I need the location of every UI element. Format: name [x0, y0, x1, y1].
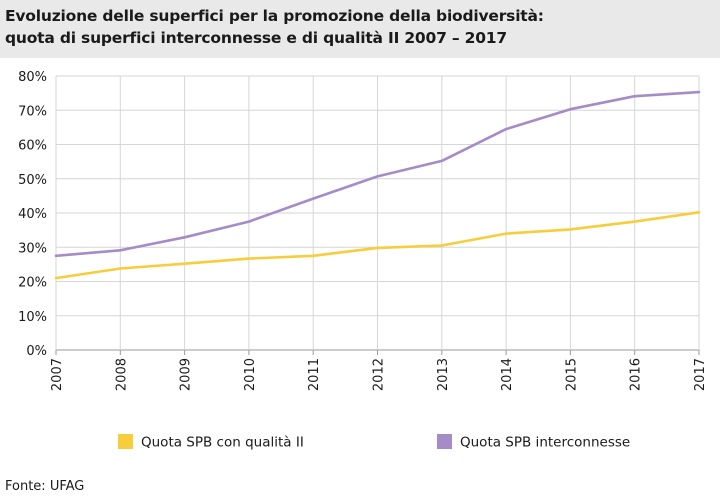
- series-2-point: [119, 249, 122, 252]
- y-tick-label: 10%: [18, 310, 47, 325]
- series-1-point: [633, 220, 636, 223]
- series-2-point: [312, 197, 315, 200]
- series-2-point: [376, 175, 379, 178]
- y-tick-label: 80%: [18, 70, 47, 85]
- series-lines: [54, 90, 701, 280]
- y-tick-label: 30%: [18, 241, 47, 256]
- series-2-point: [247, 220, 251, 223]
- series-1-point: [119, 267, 122, 270]
- y-tick-label: 60%: [18, 139, 47, 154]
- y-tick-label: 0%: [26, 344, 47, 359]
- footer-band: [0, 465, 720, 499]
- chart-title-line-2: quota di superfici interconnesse e di qu…: [5, 29, 507, 47]
- y-tick-label: 20%: [18, 276, 47, 291]
- series-1-point: [312, 254, 315, 258]
- x-tick-label: 2007: [50, 358, 65, 391]
- series-2-point: [440, 159, 443, 163]
- series-1-point: [504, 232, 508, 235]
- legend-label-1: Quota SPB con qualità II: [141, 435, 304, 451]
- x-tick-label: 2010: [243, 358, 258, 391]
- x-tick-label: 2015: [564, 358, 579, 391]
- x-tick-label: 2011: [307, 358, 322, 391]
- series-1-point: [569, 228, 572, 231]
- y-tick-label: 50%: [18, 173, 47, 188]
- axes: 0% 10% 20% 30% 40% 50% 60% 70% 80% 2007 2008 2009 20…: [18, 70, 708, 391]
- x-tick-label: 2009: [179, 358, 194, 391]
- series-1-point: [183, 262, 186, 265]
- series-1-point: [440, 244, 443, 247]
- y-tick-label: 70%: [18, 104, 47, 119]
- series-1-point: [376, 246, 379, 250]
- series-2-point: [569, 108, 572, 111]
- series-2-point: [183, 236, 186, 239]
- x-tick-label: 2013: [436, 358, 451, 391]
- legend-swatch-1: [118, 434, 133, 449]
- x-tick-label: 2012: [372, 358, 387, 391]
- series-2-point: [633, 95, 636, 98]
- legend-label-2: Quota SPB interconnesse: [460, 435, 630, 451]
- gridlines: [55, 75, 700, 351]
- series-1-point: [697, 211, 701, 214]
- x-tick-label: 2016: [629, 358, 644, 391]
- legend-swatch-2: [437, 434, 452, 449]
- legend: Quota SPB con qualità II Quota SPB interc…: [118, 434, 630, 451]
- chart-title-line-1: Evoluzione delle superfici per la promoz…: [5, 7, 544, 25]
- title-band: Evoluzione delle superfici per la promoz…: [0, 0, 720, 58]
- x-tick-label: 2008: [114, 358, 129, 391]
- series-1-point: [54, 276, 58, 280]
- x-tick-label: 2017: [693, 358, 708, 391]
- source-note: Fonte: UFAG: [5, 479, 85, 494]
- series-2-point: [504, 127, 508, 131]
- series-2-point: [697, 90, 701, 94]
- series-2-point: [54, 254, 58, 258]
- y-tick-label: 40%: [18, 207, 47, 222]
- x-tick-label: 2014: [500, 358, 515, 391]
- series-1-point: [247, 257, 251, 260]
